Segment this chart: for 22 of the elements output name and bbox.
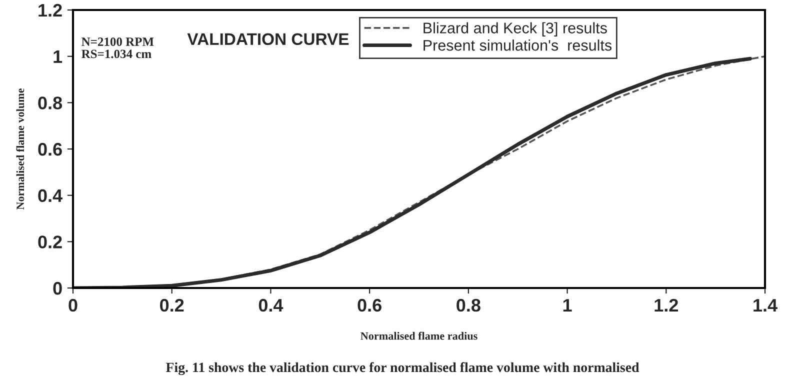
- caption: Fig. 11 shows the validation curve for normalised flame volume with normalised: [166, 362, 640, 376]
- x-tick-label: 0.2: [160, 298, 184, 312]
- legend-label: Blizard and Keck [3] results: [424, 22, 607, 36]
- legend-label: Present simulation's results: [424, 40, 612, 51]
- x-tick-label: 0: [68, 298, 78, 312]
- annotation: N=2100 RPM RS=1.034 cm: [82, 38, 154, 58]
- x-tick-label: 0.6: [358, 298, 382, 312]
- y-tick-label: 0.2: [38, 236, 62, 248]
- x-tick-label: 1: [563, 299, 572, 312]
- x-tick-label: 1.4: [754, 299, 778, 312]
- x-tick-label: 0.8: [456, 298, 480, 312]
- y-tick-label: 1.2: [38, 4, 62, 17]
- y-tick-label: 1: [54, 50, 62, 63]
- x-tick-label: 1.2: [654, 298, 678, 312]
- y-tick-label: 0.4: [38, 189, 62, 202]
- annotation: VALIDATION CURVE: [187, 33, 349, 46]
- y-tick-label: 0.8: [38, 96, 62, 110]
- y-tick-label: 0.6: [38, 142, 62, 156]
- x-axis-title: Normalised flame radius: [360, 332, 478, 340]
- y-tick-label: 0: [53, 282, 62, 295]
- y-axis-title: Normalised flame volume: [16, 88, 24, 210]
- x-tick-label: 0.4: [258, 298, 284, 312]
